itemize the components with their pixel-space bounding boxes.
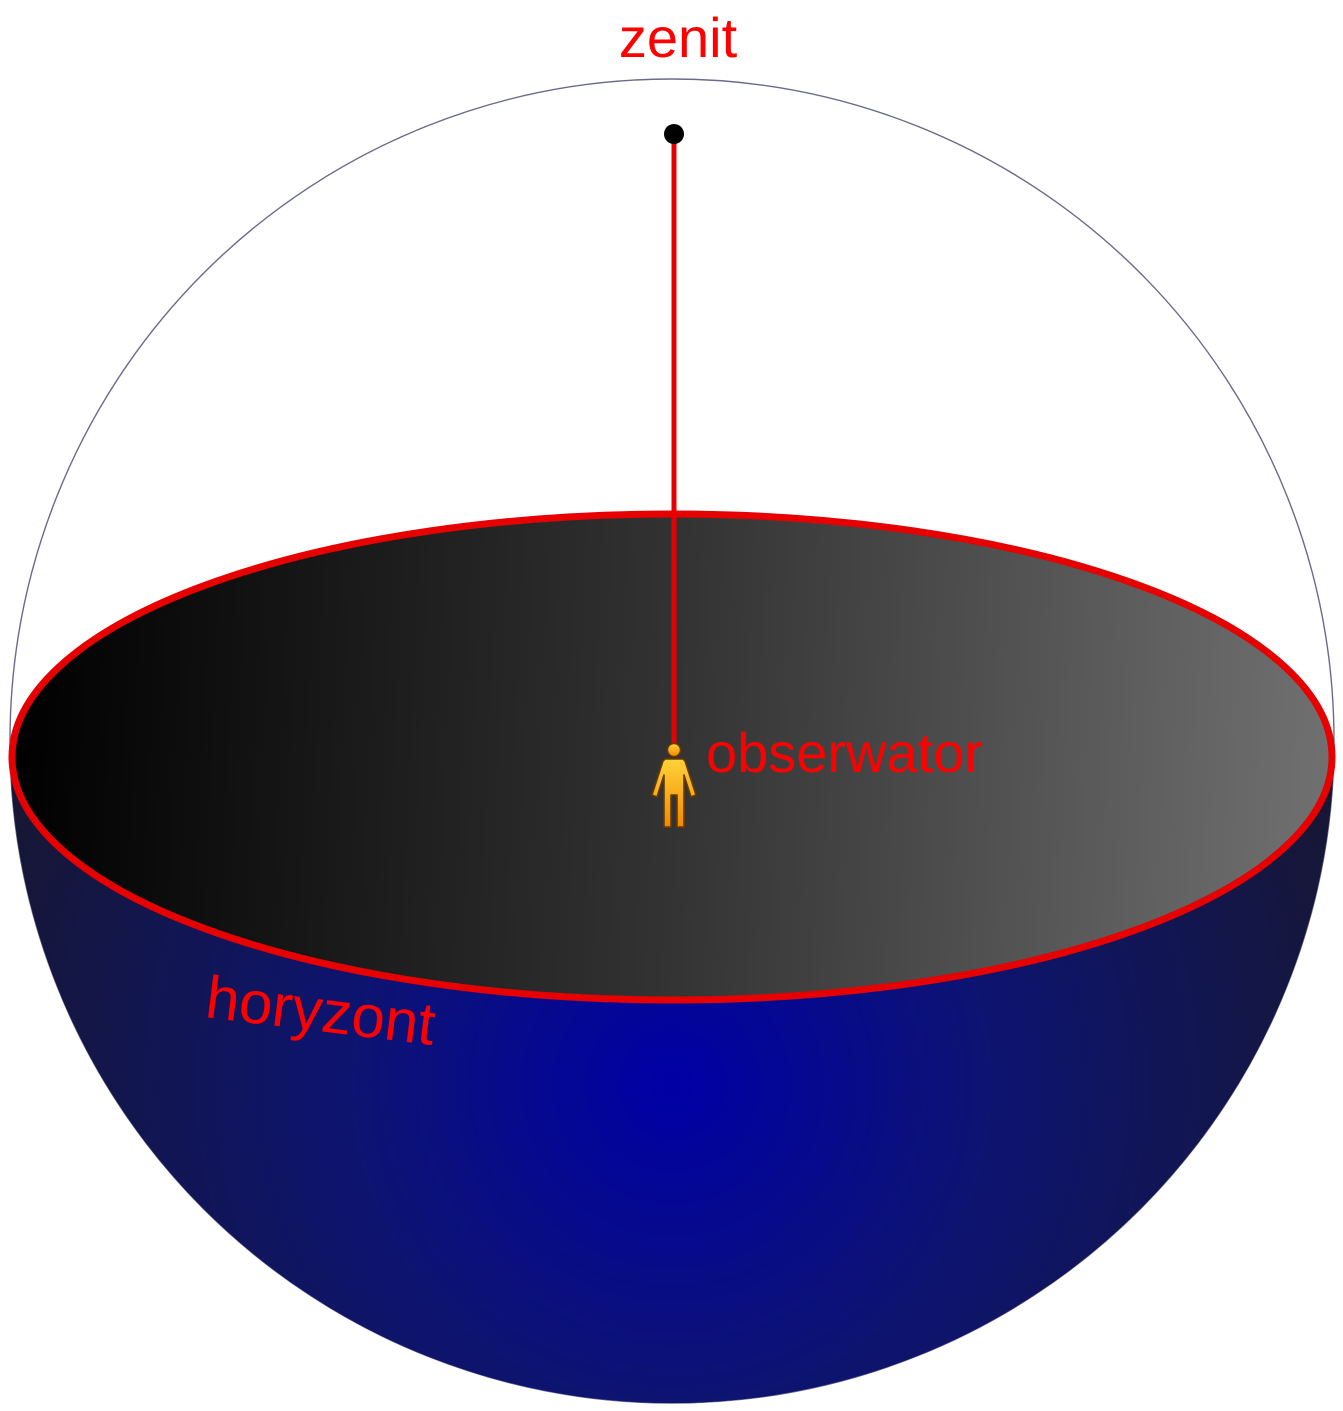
zenith-point — [664, 124, 684, 144]
zenith-label: zenit — [619, 6, 738, 69]
observer-label: obserwator — [706, 721, 983, 784]
lower-hemisphere-fill — [10, 741, 1334, 1403]
person-icon — [651, 742, 697, 828]
